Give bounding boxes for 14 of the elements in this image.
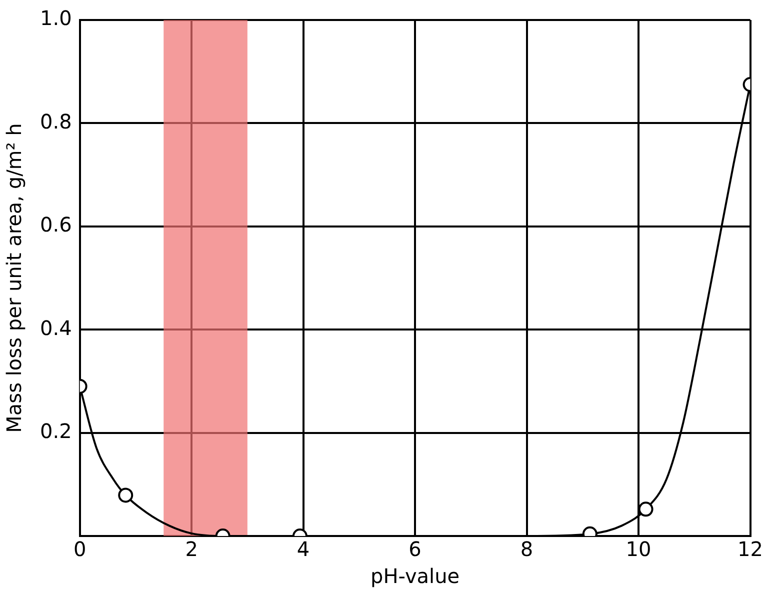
y-tick-label: 0.6: [40, 212, 72, 237]
x-tick-label: 2: [185, 537, 198, 562]
x-tick-label: 6: [408, 537, 422, 562]
x-tick-label: 8: [520, 537, 534, 562]
x-tick-label: 10: [626, 537, 652, 562]
y-axis-title: Mass loss per unit area, g/m² h: [2, 123, 26, 433]
y-tick-label: 0.2: [40, 419, 72, 444]
y-tick-label: 0.4: [40, 316, 72, 340]
x-tick-label: 12: [738, 537, 763, 562]
y-tick-label: 0.8: [40, 109, 72, 134]
x-axis-title: pH-value: [370, 564, 460, 588]
x-tick-label: 0: [73, 537, 86, 562]
x-tick-label: 4: [296, 537, 310, 562]
y-tick-label: 1.0: [40, 6, 72, 30]
